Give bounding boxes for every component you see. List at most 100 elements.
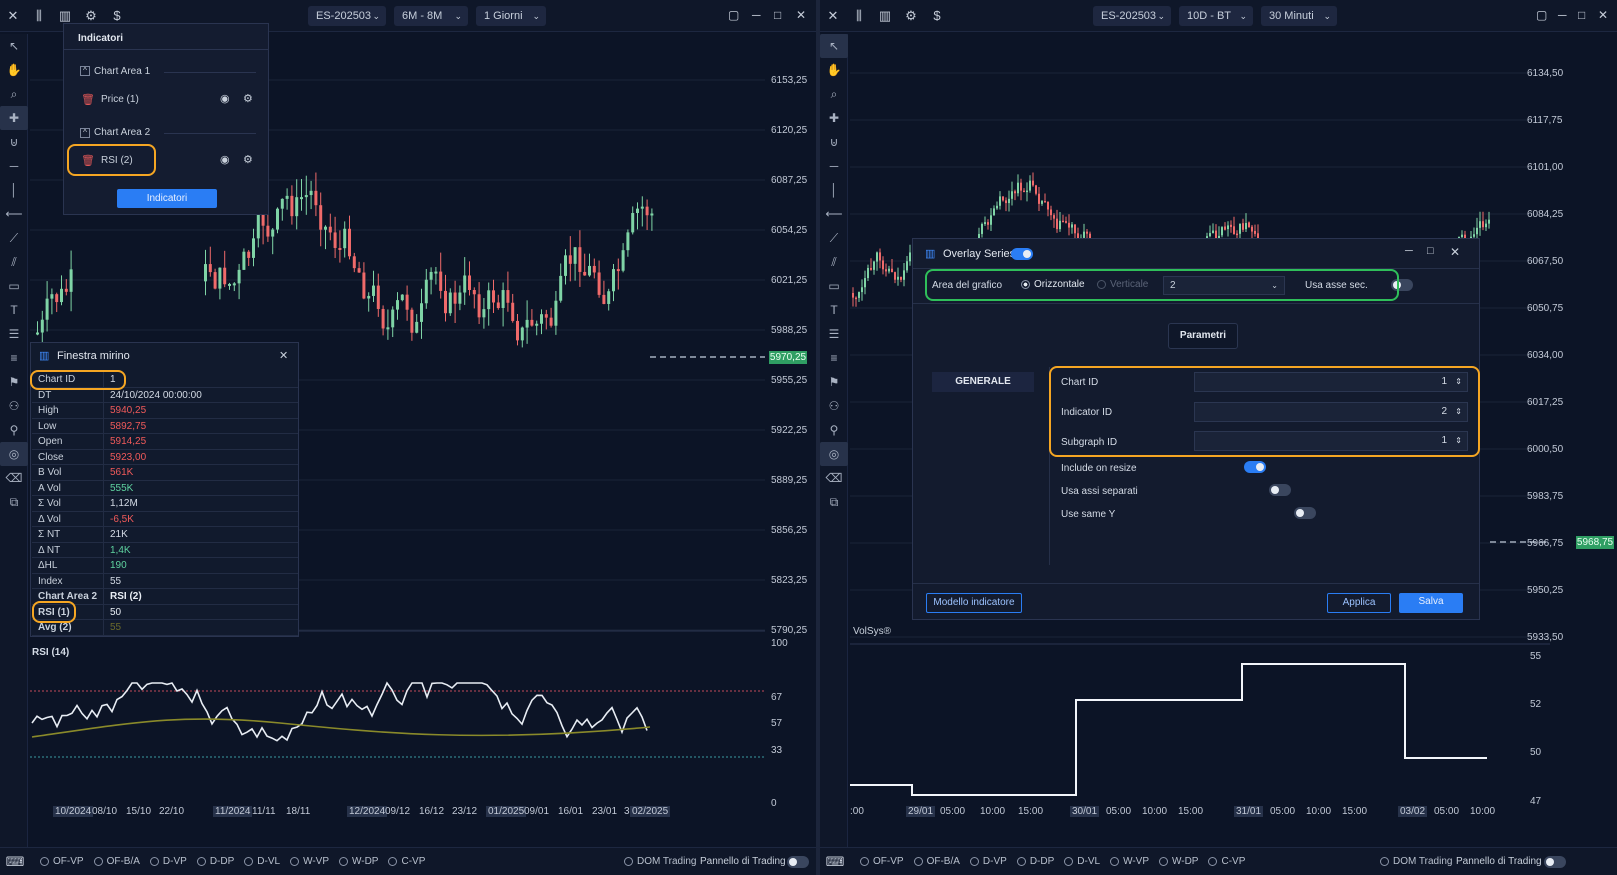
- marker-icon[interactable]: ⚑: [8, 375, 20, 389]
- levels-icon[interactable]: ≡: [830, 351, 838, 365]
- close-icon[interactable]: ✕: [1450, 245, 1461, 259]
- salva-button[interactable]: Salva: [1399, 593, 1463, 613]
- eraser-icon[interactable]: ⌫: [5, 471, 23, 485]
- dom-trading-radio[interactable]: DOM Trading: [1380, 856, 1452, 867]
- zoom-icon[interactable]: ⌕: [830, 86, 838, 101]
- pointer-icon[interactable]: ↖: [820, 34, 848, 58]
- close-icon[interactable]: ✕: [7, 7, 19, 23]
- fib-icon[interactable]: ☰: [8, 327, 20, 341]
- pannello-toggle[interactable]: [787, 856, 809, 868]
- settings-icon[interactable]: ⚙: [243, 93, 253, 105]
- eraser-icon[interactable]: ⌫: [825, 471, 843, 485]
- profile-radio[interactable]: D-VP: [969, 856, 1007, 867]
- close-window-icon[interactable]: ✕: [796, 8, 807, 22]
- dollar-icon[interactable]: $: [113, 8, 121, 23]
- hand-icon[interactable]: ✋: [826, 63, 842, 77]
- profile-radio[interactable]: W-VP: [290, 856, 329, 867]
- profile-icon[interactable]: ⚇: [8, 399, 20, 413]
- stepper-icon[interactable]: ⇕: [1455, 436, 1462, 445]
- hline-icon[interactable]: ─: [9, 159, 19, 173]
- overlay-toggle[interactable]: [1011, 248, 1033, 261]
- pannello-toggle[interactable]: [1544, 856, 1566, 868]
- profile-radio[interactable]: OF-B/A: [93, 856, 140, 867]
- include-toggle[interactable]: [1244, 461, 1267, 474]
- parametri-tab[interactable]: Parametri: [1168, 323, 1238, 349]
- indicators-icon[interactable]: ▥: [58, 7, 72, 23]
- keyboard-icon[interactable]: ⌨: [825, 853, 845, 869]
- dollar-icon[interactable]: $: [933, 8, 941, 23]
- indicator-id-input[interactable]: 2 ⇕: [1194, 402, 1468, 422]
- marker-icon[interactable]: ⚑: [828, 375, 840, 389]
- profile-radio[interactable]: D-VL: [244, 856, 280, 867]
- maximize-icon[interactable]: □: [1427, 245, 1434, 257]
- eye-icon[interactable]: ◉: [220, 93, 230, 105]
- crosshair-icon[interactable]: ✚: [828, 111, 840, 125]
- profile-radio[interactable]: D-DP: [196, 856, 234, 867]
- profile-radio[interactable]: D-VL: [1064, 856, 1100, 867]
- zoom-icon[interactable]: ⌕: [10, 86, 18, 101]
- interval-dropdown[interactable]: 1 Giorni ⌄: [476, 6, 546, 26]
- magnet-icon[interactable]: ⊍: [9, 135, 19, 149]
- gear-icon[interactable]: ⚙: [85, 7, 97, 23]
- candle-type-icon[interactable]: ⫼: [856, 7, 862, 23]
- profile-radio[interactable]: OF-VP: [40, 856, 84, 867]
- maximize-icon[interactable]: □: [1578, 8, 1586, 22]
- profile-radio[interactable]: OF-VP: [860, 856, 904, 867]
- price-indicator-label[interactable]: Price (1): [101, 94, 139, 105]
- magnet-icon[interactable]: ⊍: [829, 135, 839, 149]
- profile-radio[interactable]: D-DP: [1016, 856, 1054, 867]
- minimize-icon[interactable]: ─: [1558, 8, 1567, 22]
- gear-icon[interactable]: ⚙: [905, 7, 917, 23]
- trash-icon[interactable]: 🗑: [81, 94, 95, 106]
- hline-icon[interactable]: ─: [829, 159, 839, 173]
- close-window-icon[interactable]: ✕: [1598, 8, 1609, 22]
- profile-radio[interactable]: D-VP: [149, 856, 187, 867]
- minimize-icon[interactable]: ─: [752, 8, 761, 22]
- close-icon[interactable]: ✕: [827, 7, 839, 23]
- chart-id-input[interactable]: 1 ⇕: [1194, 372, 1468, 392]
- collapse-icon[interactable]: ^: [80, 128, 90, 138]
- crosshair-window-icon[interactable]: ◎: [0, 442, 28, 466]
- candle-type-icon[interactable]: ⫼: [36, 7, 42, 23]
- range-dropdown[interactable]: 6M - 8M ⌄: [394, 6, 468, 26]
- generale-section[interactable]: GENERALE: [932, 372, 1034, 392]
- symbol-dropdown[interactable]: ES-202503 ⌄: [1093, 6, 1171, 26]
- alert-icon[interactable]: ⚲: [829, 423, 839, 437]
- keyboard-icon[interactable]: ⌨: [5, 853, 25, 869]
- ray-icon[interactable]: ⟵: [5, 207, 23, 221]
- use-same-toggle[interactable]: [1294, 507, 1317, 520]
- profile-radio[interactable]: C-VP: [388, 856, 425, 867]
- close-icon[interactable]: ✕: [279, 350, 289, 362]
- text-icon[interactable]: T: [830, 303, 838, 317]
- interval-dropdown[interactable]: 30 Minuti ⌄: [1261, 6, 1337, 26]
- channel-icon[interactable]: ⫽: [831, 254, 837, 269]
- settings-icon[interactable]: ⚙: [243, 154, 253, 166]
- symbol-dropdown[interactable]: ES-202503 ⌄: [308, 6, 386, 26]
- usa-assi-toggle[interactable]: [1269, 484, 1292, 497]
- layout-icon[interactable]: ▢: [1536, 8, 1548, 22]
- rectangle-icon[interactable]: ▭: [8, 279, 20, 293]
- profile-radio[interactable]: W-VP: [1110, 856, 1149, 867]
- trendline-icon[interactable]: ⟋: [829, 230, 839, 245]
- alert-icon[interactable]: ⚲: [9, 423, 19, 437]
- copy-icon[interactable]: ⧉: [9, 494, 19, 509]
- profile-radio[interactable]: W-DP: [1159, 856, 1198, 867]
- area-select[interactable]: 2 ⌄: [1163, 276, 1285, 295]
- verticale-radio[interactable]: Verticale: [1097, 279, 1148, 290]
- channel-icon[interactable]: ⫽: [11, 254, 17, 269]
- trendline-icon[interactable]: ⟋: [9, 230, 19, 245]
- applica-button[interactable]: Applica: [1327, 593, 1391, 613]
- vline-icon[interactable]: │: [10, 183, 18, 197]
- rectangle-icon[interactable]: ▭: [828, 279, 840, 293]
- hand-icon[interactable]: ✋: [6, 63, 22, 77]
- text-icon[interactable]: T: [10, 303, 18, 317]
- indicators-button[interactable]: Indicatori: [117, 189, 217, 208]
- modello-button[interactable]: Modello indicatore: [926, 593, 1022, 613]
- crosshair-icon[interactable]: ✚: [0, 106, 28, 130]
- pointer-icon[interactable]: ↖: [8, 39, 20, 53]
- range-dropdown[interactable]: 10D - BT ⌄: [1179, 6, 1253, 26]
- crosshair-window-icon[interactable]: ◎: [820, 442, 848, 466]
- stepper-icon[interactable]: ⇕: [1455, 377, 1462, 386]
- dom-trading-radio[interactable]: DOM Trading: [624, 856, 696, 867]
- orizzontale-radio[interactable]: Orizzontale: [1021, 279, 1085, 290]
